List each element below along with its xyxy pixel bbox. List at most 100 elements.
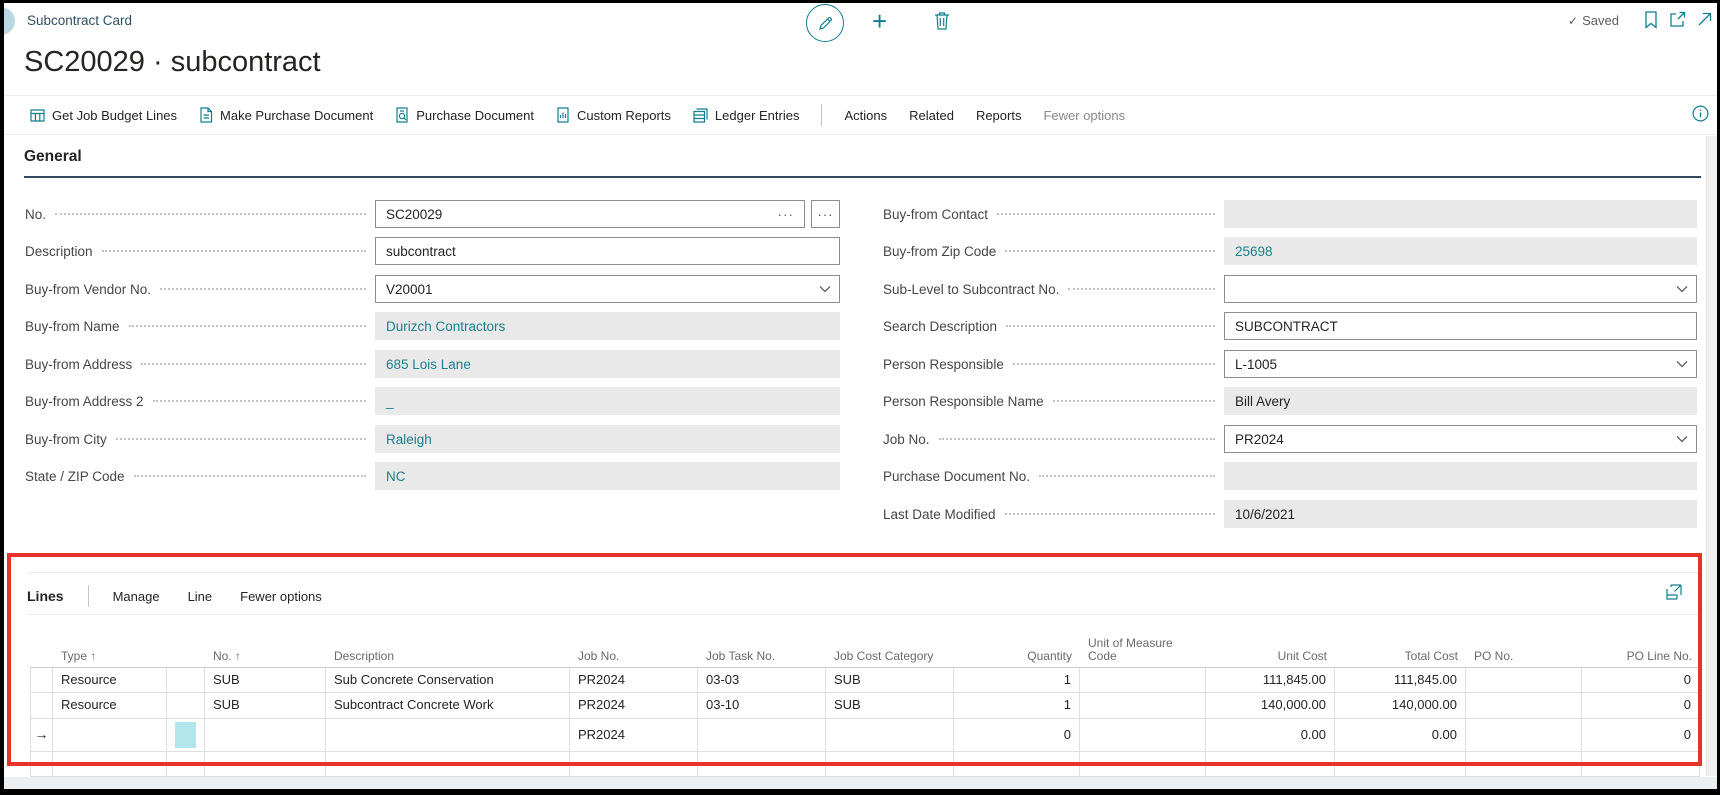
row-select-cell[interactable]	[30, 752, 53, 776]
col-job-task-no[interactable]: Job Task No.	[706, 649, 776, 663]
cell-quantity[interactable]: 1	[954, 693, 1080, 718]
delete-button[interactable]	[934, 11, 950, 30]
action-ledger-entries[interactable]: Ledger Entries	[693, 108, 799, 123]
cell-unit-cost[interactable]: 140,000.00	[1206, 693, 1335, 718]
cell-attach[interactable]	[167, 752, 205, 776]
col-po-line-no[interactable]: PO Line No.	[1626, 649, 1692, 663]
cell-attach[interactable]	[167, 693, 205, 718]
cell-po-no[interactable]	[1466, 719, 1582, 751]
cell-job-task-no[interactable]: 03-03	[698, 668, 826, 692]
lines-fewer-options-button[interactable]: Fewer options	[240, 588, 322, 604]
cell-unit-of-measure-code[interactable]	[1080, 668, 1206, 692]
job-no-input[interactable]: PR2024	[1224, 425, 1697, 453]
cell-job-task-no[interactable]: 03-10	[698, 693, 826, 718]
buy-from-zip-code-link[interactable]: 25698	[1235, 243, 1273, 259]
edit-button[interactable]	[806, 4, 844, 42]
state-zip-code-link[interactable]: NC	[386, 468, 406, 484]
cell-total-cost[interactable]: 111,845.00	[1335, 668, 1466, 692]
col-unit-of-measure-code[interactable]: Unit of Measure Code	[1088, 636, 1173, 663]
cell-unit-of-measure-code[interactable]	[1080, 719, 1206, 751]
menu-actions[interactable]: Actions	[844, 107, 888, 123]
tab-line[interactable]: Line	[187, 588, 213, 604]
buy-from-name-link[interactable]: Durizch Contractors	[386, 318, 506, 334]
col-quantity[interactable]: Quantity	[1027, 649, 1072, 663]
cell-po-no[interactable]	[1466, 693, 1582, 718]
cell-no[interactable]	[205, 752, 326, 776]
cell-no[interactable]: SUB	[205, 668, 326, 692]
col-type[interactable]: Type ↑	[61, 649, 97, 663]
col-description[interactable]: Description	[334, 649, 395, 663]
cell-description[interactable]: Sub Concrete Conservation	[326, 668, 570, 692]
cell-type[interactable]	[53, 752, 167, 776]
sub-level-to-subcontract-no-input[interactable]	[1224, 275, 1697, 303]
cell-type[interactable]	[53, 719, 167, 751]
row-select-cell[interactable]	[30, 668, 53, 692]
vertical-scrollbar[interactable]	[1706, 136, 1718, 776]
col-job-cost-category[interactable]: Job Cost Category	[834, 649, 934, 663]
cell-quantity[interactable]: 0	[954, 719, 1080, 751]
cell-description[interactable]	[326, 719, 570, 751]
description-input[interactable]: subcontract	[375, 237, 840, 265]
cell-total-cost[interactable]: 0.00	[1335, 719, 1466, 751]
cell-unit-cost[interactable]	[1206, 752, 1335, 776]
info-button[interactable]	[1692, 105, 1709, 122]
cell-attach[interactable]	[167, 668, 205, 692]
buy-from-city-link[interactable]: Raleigh	[386, 431, 432, 447]
fewer-options-button[interactable]: Fewer options	[1043, 107, 1126, 123]
assist-edit-button[interactable]: ···	[811, 200, 840, 228]
action-custom-reports[interactable]: Custom Reports	[556, 107, 671, 123]
cell-quantity[interactable]: 1	[954, 668, 1080, 692]
expand-lines-button[interactable]	[1666, 584, 1682, 600]
focus-mode-button[interactable]	[1697, 11, 1713, 27]
cell-total-cost[interactable]	[1335, 752, 1466, 776]
cell-job-cost-category[interactable]	[826, 752, 954, 776]
col-po-no[interactable]: PO No.	[1474, 649, 1514, 663]
buy-from-vendor-no-input[interactable]: V20001	[375, 275, 840, 303]
cell-job-cost-category[interactable]: SUB	[826, 693, 954, 718]
cell-unit-cost[interactable]: 0.00	[1206, 719, 1335, 751]
cell-po-line-no[interactable]: 0	[1582, 668, 1700, 692]
cell-job-task-no[interactable]	[698, 752, 826, 776]
action-purchase-document[interactable]: Purchase Document	[395, 107, 534, 123]
cell-po-line-no[interactable]: 0	[1582, 693, 1700, 718]
menu-related[interactable]: Related	[909, 107, 954, 123]
cell-po-line-no[interactable]	[1582, 752, 1700, 776]
cell-job-cost-category[interactable]	[826, 719, 954, 751]
col-unit-cost[interactable]: Unit Cost	[1277, 649, 1327, 663]
col-no[interactable]: No. ↑	[213, 649, 242, 663]
no-input[interactable]: SC20029 ···	[375, 200, 805, 228]
cell-attach-selected[interactable]	[167, 719, 205, 751]
lines-section-title[interactable]: Lines	[27, 588, 64, 604]
bookmark-button[interactable]	[1644, 11, 1658, 29]
action-make-purchase-document[interactable]: Make Purchase Document	[199, 107, 373, 123]
cell-unit-of-measure-code[interactable]	[1080, 752, 1206, 776]
cell-job-no[interactable]	[570, 752, 698, 776]
general-section-title[interactable]: General	[24, 148, 82, 165]
cell-no[interactable]	[205, 719, 326, 751]
cell-unit-of-measure-code[interactable]	[1080, 693, 1206, 718]
cell-job-no[interactable]: PR2024	[570, 719, 698, 751]
chevron-down-icon[interactable]	[1676, 285, 1688, 293]
buy-from-address-link[interactable]: 685 Lois Lane	[386, 356, 471, 372]
cell-description[interactable]: Subcontract Concrete Work	[326, 693, 570, 718]
cell-no[interactable]: SUB	[205, 693, 326, 718]
tab-manage[interactable]: Manage	[112, 588, 160, 604]
cell-job-no[interactable]: PR2024	[570, 693, 698, 718]
cell-type[interactable]: Resource	[53, 668, 167, 692]
cell-po-no[interactable]	[1466, 668, 1582, 692]
new-button[interactable]: +	[872, 6, 887, 36]
col-total-cost[interactable]: Total Cost	[1404, 649, 1458, 663]
chevron-down-icon[interactable]	[1676, 435, 1688, 443]
assist-edit-ellipsis[interactable]: ···	[777, 206, 794, 222]
cell-po-no[interactable]	[1466, 752, 1582, 776]
cell-description[interactable]	[326, 752, 570, 776]
chevron-down-icon[interactable]	[819, 285, 831, 293]
person-responsible-input[interactable]: L-1005	[1224, 350, 1697, 378]
cell-job-cost-category[interactable]: SUB	[826, 668, 954, 692]
cell-job-no[interactable]: PR2024	[570, 668, 698, 692]
menu-reports[interactable]: Reports	[975, 107, 1022, 123]
cell-type[interactable]: Resource	[53, 693, 167, 718]
cell-po-line-no[interactable]: 0	[1582, 719, 1700, 751]
cell-unit-cost[interactable]: 111,845.00	[1206, 668, 1335, 692]
row-select-cell[interactable]	[30, 693, 53, 718]
